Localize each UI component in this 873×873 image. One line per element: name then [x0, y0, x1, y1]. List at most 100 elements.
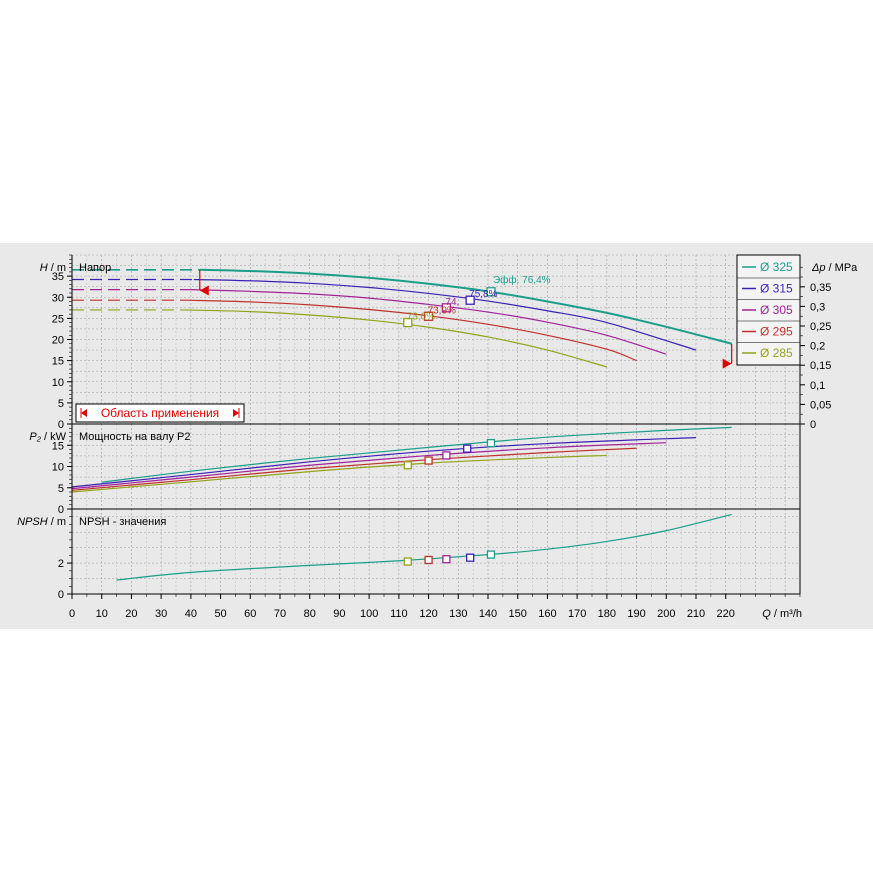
series-line-power: [71, 447, 637, 491]
right-tick-label: 0,1: [810, 380, 825, 392]
area-left-arrow-icon: [81, 409, 87, 417]
series-line-power: [71, 454, 607, 493]
legend-entry: Ø 305: [760, 303, 793, 317]
bep-label: Эфф. 76,4%: [493, 274, 551, 286]
x-tick-label: 70: [274, 608, 286, 620]
x-tick-label: 200: [657, 608, 675, 620]
x-tick-label: 160: [538, 608, 556, 620]
y-tick-label: 10: [52, 377, 64, 389]
y-tick-label: 15: [52, 356, 64, 368]
right-tick-label: 0,25: [810, 321, 831, 333]
y-axis-label: P₂ / kW: [29, 431, 66, 443]
right-tick-label: 0,2: [810, 341, 825, 353]
x-tick-label: 50: [214, 608, 226, 620]
y-tick-label: 0: [58, 589, 64, 601]
x-tick-label: 210: [687, 608, 705, 620]
legend-entry: Ø 315: [760, 282, 793, 296]
x-tick-label: 80: [304, 608, 316, 620]
operating-point-marker: [403, 557, 412, 566]
y-tick-label: 35: [52, 271, 64, 283]
x-axis-label: Q / m³/h: [762, 608, 802, 620]
bep-marker: [465, 295, 475, 305]
y-tick-label: 0: [58, 419, 64, 431]
x-tick-label: 120: [419, 608, 437, 620]
x-tick-label: 10: [96, 608, 108, 620]
x-tick-label: 110: [390, 608, 408, 620]
bep-label: 75,8%: [469, 289, 497, 300]
operating-point-marker: [463, 444, 472, 453]
panel-title: NPSH - значения: [79, 516, 166, 528]
bep-label: 73,0%: [407, 312, 435, 323]
x-tick-label: 20: [125, 608, 137, 620]
y-axis-label: H / m: [40, 262, 66, 274]
marker-layer: [199, 269, 733, 566]
series-line-head: [184, 309, 608, 368]
y-axis-label: NPSH / m: [17, 516, 66, 528]
operating-point-marker: [424, 456, 433, 465]
x-tick-label: 190: [627, 608, 645, 620]
y-tick-label: 20: [52, 335, 64, 347]
bep-marker: [423, 311, 434, 321]
legend-entry: Ø 285: [760, 346, 793, 360]
bep-label: 74,: [445, 297, 459, 308]
right-tick-label: 0,35: [810, 282, 831, 294]
y-tick-label: 25: [52, 313, 64, 325]
legend: Ø 325 Ø 315 Ø 305 Ø 295 Ø 285: [736, 254, 801, 366]
series-line-power: [101, 426, 732, 483]
series-line-power: [71, 442, 667, 490]
operating-point-marker: [442, 555, 451, 564]
operating-point-marker: [486, 438, 496, 448]
right-tick-label: 0,15: [810, 360, 831, 372]
series-layer: [71, 268, 732, 581]
y-tick-label: 5: [58, 398, 64, 410]
panel-title: Напор: [79, 262, 111, 274]
operating-point-marker: [442, 451, 451, 460]
x-tick-label: 40: [185, 608, 197, 620]
area-min-arrow: [199, 285, 209, 296]
x-tick-label: 30: [155, 608, 167, 620]
series-line-head: [190, 289, 667, 355]
area-right-arrow-icon: [233, 409, 239, 417]
operating-point-marker: [486, 550, 496, 559]
x-tick-label: 180: [598, 608, 616, 620]
operating-point-marker: [466, 553, 475, 562]
x-tick-label: 140: [479, 608, 497, 620]
y-tick-label: 5: [58, 483, 64, 495]
y-tick-label: 30: [52, 292, 64, 304]
y-tick-label: 10: [52, 462, 64, 474]
x-tick-label: 150: [509, 608, 527, 620]
bep-label: 73,9%: [428, 305, 456, 316]
bep-marker: [486, 287, 496, 297]
right-axis-label: Δp / MPa: [811, 262, 858, 274]
legend-entry: Ø 295: [760, 325, 793, 339]
x-tick-label: 170: [568, 608, 586, 620]
right-tick-label: 0,05: [810, 399, 831, 411]
y-tick-label: 0: [58, 504, 64, 516]
series-line-head: [193, 278, 697, 351]
operating-point-marker: [403, 461, 412, 470]
bep-marker: [403, 317, 413, 328]
application-area-box: [75, 403, 245, 423]
y-tick-label: 15: [52, 440, 64, 452]
x-tick-label: 220: [717, 608, 735, 620]
series-line-head: [199, 268, 732, 345]
series-line-power: [71, 437, 697, 488]
legend-entry: Ø 325: [760, 260, 793, 274]
chart-background: [0, 243, 873, 629]
panel-title: Мощность на валу P2: [79, 431, 191, 443]
x-tick-label: 0: [69, 608, 75, 620]
bep-marker: [441, 303, 452, 313]
x-tick-label: 130: [449, 608, 467, 620]
application-area-label: Область применения: [101, 406, 219, 420]
y-tick-label: 2: [58, 558, 64, 570]
x-tick-label: 60: [244, 608, 256, 620]
operating-point-marker: [424, 555, 433, 565]
area-max-arrow: [722, 358, 732, 369]
x-tick-label: 90: [333, 608, 345, 620]
right-tick-label: 0: [810, 419, 816, 431]
right-tick-label: 0,3: [810, 301, 825, 313]
axes: [67, 254, 805, 599]
x-tick-label: 100: [360, 608, 378, 620]
